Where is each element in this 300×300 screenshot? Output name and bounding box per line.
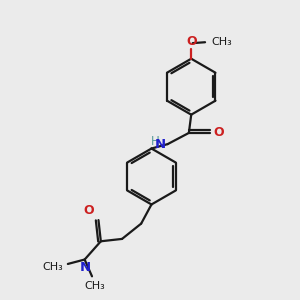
Text: O: O — [83, 203, 94, 217]
Text: O: O — [186, 34, 196, 47]
Text: N: N — [80, 261, 91, 274]
Text: CH₃: CH₃ — [212, 37, 232, 47]
Text: O: O — [213, 126, 224, 140]
Text: H: H — [151, 135, 159, 148]
Text: CH₃: CH₃ — [85, 281, 105, 291]
Text: CH₃: CH₃ — [43, 262, 63, 272]
Text: N: N — [155, 138, 166, 151]
